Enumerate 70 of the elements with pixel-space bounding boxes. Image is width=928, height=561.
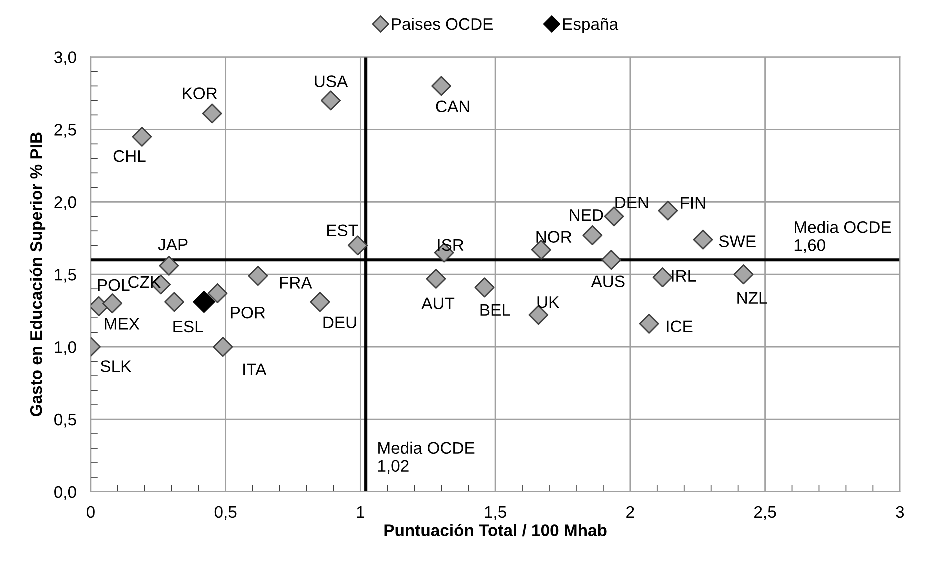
point xyxy=(604,206,624,227)
annotation: SLK xyxy=(100,360,132,372)
y-tick-label: 2,0 xyxy=(54,196,76,210)
y-tick-label: 1,0 xyxy=(55,341,76,356)
point xyxy=(426,268,446,289)
point xyxy=(102,294,123,314)
annotation: ESL xyxy=(174,320,204,333)
annotation: FRA xyxy=(280,277,312,289)
x-tick-label: 1 xyxy=(357,506,365,518)
x-tick-label: 2,5 xyxy=(754,506,776,520)
point xyxy=(310,292,330,312)
x-tick-label: 0,5 xyxy=(214,506,237,520)
point xyxy=(348,236,368,256)
annotation: ICE xyxy=(667,320,693,333)
annotation: NOR xyxy=(536,231,572,243)
annotation: JAP xyxy=(158,238,188,251)
point xyxy=(602,250,622,270)
x-tick-label: 2 xyxy=(626,506,634,518)
annotation: ITA xyxy=(244,364,267,376)
annotation: AUS xyxy=(591,276,625,288)
point xyxy=(474,278,495,298)
point xyxy=(582,225,603,246)
point xyxy=(734,264,754,285)
annotation: UK xyxy=(538,296,560,308)
annotation: MEX xyxy=(105,318,140,330)
annotation: AUT xyxy=(422,298,455,310)
ref-line-label: Media OCDE 1,60 xyxy=(794,221,892,254)
y-tick-label: 1,5 xyxy=(55,269,76,283)
point xyxy=(658,200,678,221)
annotation: USA xyxy=(315,76,348,88)
y-tick-label: 2,5 xyxy=(54,124,76,138)
x-tick-label: 0 xyxy=(86,506,95,518)
annotation: DEU xyxy=(324,316,356,328)
point xyxy=(432,76,452,96)
point xyxy=(132,126,152,147)
annotation: CAN xyxy=(436,100,470,113)
point xyxy=(164,292,185,312)
annotation: NED xyxy=(570,210,604,222)
x-axis-title: Puntuación Total / 100 Mhab xyxy=(384,524,607,537)
annotation: IRL xyxy=(672,270,696,282)
annotation: NZL xyxy=(738,292,768,304)
annotation: SWE xyxy=(719,236,756,248)
annotation: KOR xyxy=(183,88,218,100)
point xyxy=(159,256,180,276)
point xyxy=(639,314,660,334)
legend-label: España xyxy=(563,18,619,34)
point xyxy=(202,104,222,124)
annotation: BEL xyxy=(480,304,510,316)
y-axis-title: Gasto en Educación Superior % PIB xyxy=(30,132,46,417)
point xyxy=(693,230,714,250)
annotation: POR xyxy=(231,306,266,319)
x-tick-label: 1,5 xyxy=(485,506,506,520)
point xyxy=(193,291,216,314)
point xyxy=(652,267,673,288)
legend-label: Paises OCDE xyxy=(392,18,493,30)
x-tick-label: 3 xyxy=(896,506,904,518)
point xyxy=(213,337,234,358)
y-tick-label: 3,0 xyxy=(54,52,76,66)
annotation: DEN xyxy=(616,196,648,208)
y-tick-label: 0,0 xyxy=(54,486,76,500)
y-tick-label: 0,5 xyxy=(54,414,76,428)
annotation: CHL xyxy=(114,150,146,162)
ref-line-label: Media OCDE 1,02 xyxy=(378,442,475,474)
point xyxy=(208,283,228,304)
annotation: EST xyxy=(328,224,358,237)
point xyxy=(90,296,110,317)
point xyxy=(248,266,268,286)
annotation: FIN xyxy=(681,197,706,209)
annotation: POL xyxy=(98,279,130,292)
point xyxy=(321,90,342,111)
